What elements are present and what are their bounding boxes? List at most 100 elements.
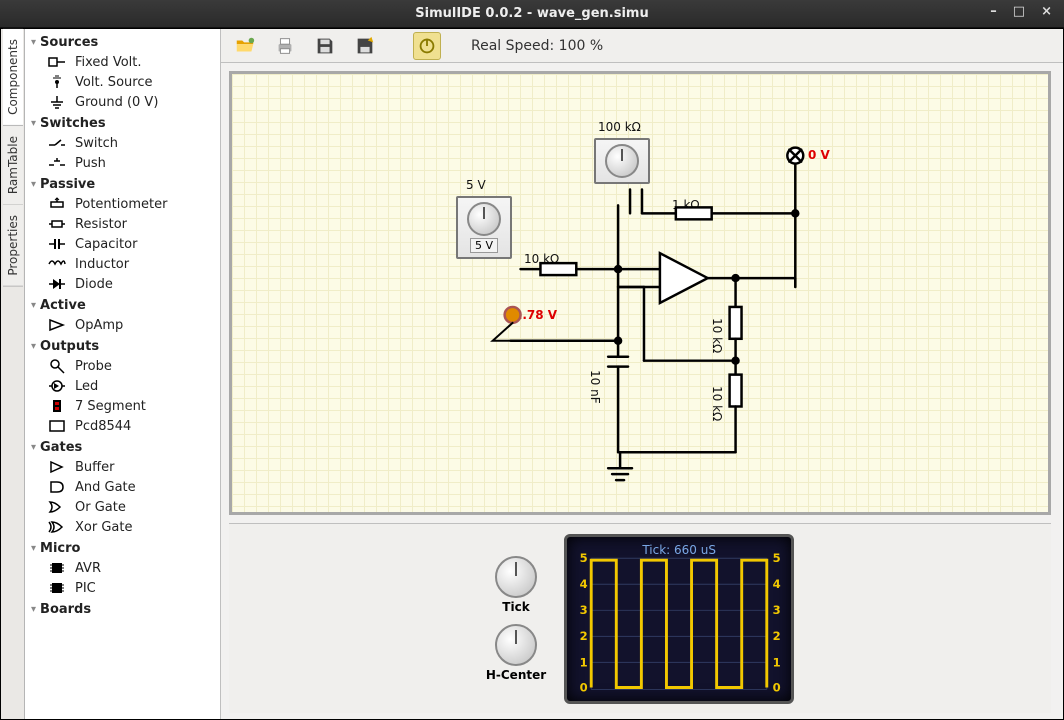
svg-text:1: 1 — [580, 655, 588, 669]
tree-item-resistor[interactable]: Resistor — [47, 214, 220, 234]
tree-item-label: 7 Segment — [75, 399, 146, 414]
fixed-volt-icon — [47, 54, 67, 70]
save-image-button[interactable] — [351, 32, 379, 60]
switch-icon — [47, 135, 67, 151]
schematic-svg — [232, 74, 1048, 512]
chevron-down-icon: ▾ — [31, 179, 36, 190]
tree-item-label: Xor Gate — [75, 520, 132, 535]
chevron-down-icon: ▾ — [31, 543, 36, 554]
xor-icon — [47, 519, 67, 535]
open-button[interactable] — [231, 32, 259, 60]
chevron-down-icon: ▾ — [31, 37, 36, 48]
print-button[interactable] — [271, 32, 299, 60]
schematic-canvas[interactable]: 5 V 5 V 100 kΩ 0 V 2.78 V 10 kΩ 1 kΩ 10 … — [229, 71, 1051, 515]
volt-source-icon — [47, 74, 67, 90]
tree-item-xor[interactable]: Xor Gate — [47, 517, 220, 537]
chevron-down-icon: ▾ — [31, 300, 36, 311]
svg-text:1: 1 — [773, 655, 781, 669]
scope-hcenter-label: H-Center — [486, 668, 546, 682]
tree-item-label: OpAmp — [75, 318, 123, 333]
tree-category-passive[interactable]: ▾Passive — [31, 175, 220, 194]
window-title: SimulIDE 0.0.2 - wave_gen.simu — [415, 6, 648, 21]
tree-item-opamp[interactable]: OpAmp — [47, 315, 220, 335]
svg-text:2: 2 — [580, 629, 588, 643]
tree-item-buffer[interactable]: Buffer — [47, 457, 220, 477]
oscilloscope-screen: Tick: 660 uS — [564, 534, 794, 704]
toolbar: Real Speed: 100 % — [221, 29, 1063, 63]
potentiometer-icon — [47, 196, 67, 212]
tree-item-label: Volt. Source — [75, 75, 152, 90]
tree-item-push[interactable]: Push — [47, 153, 220, 173]
chip-icon — [47, 580, 67, 596]
svg-text:4: 4 — [580, 577, 588, 591]
inductor-icon — [47, 256, 67, 272]
side-tab-strip: Components RamTable Properties — [1, 29, 25, 719]
svg-text:0: 0 — [580, 680, 588, 694]
tree-item-label: Probe — [75, 359, 112, 374]
tab-properties[interactable]: Properties — [3, 205, 23, 287]
tree-item-ground[interactable]: Ground (0 V) — [47, 92, 220, 112]
tree-item-and[interactable]: And Gate — [47, 477, 220, 497]
save-button[interactable] — [311, 32, 339, 60]
pcd8544-icon — [47, 418, 67, 434]
ground-icon — [47, 94, 67, 110]
tree-item-seven-seg[interactable]: 7 Segment — [47, 396, 220, 416]
tree-item-capacitor[interactable]: Capacitor — [47, 234, 220, 254]
tree-item-label: Inductor — [75, 257, 129, 272]
tree-item-or[interactable]: Or Gate — [47, 497, 220, 517]
tree-category-boards[interactable]: ▾Boards — [31, 600, 220, 619]
resistor-icon — [47, 216, 67, 232]
run-simulation-button[interactable] — [413, 32, 441, 60]
tree-item-potentiometer[interactable]: Potentiometer — [47, 194, 220, 214]
scope-hcenter-knob[interactable] — [495, 624, 537, 666]
tree-item-label: Resistor — [75, 217, 127, 232]
chevron-down-icon: ▾ — [31, 341, 36, 352]
tab-components[interactable]: Components — [3, 29, 23, 126]
tree-item-inductor[interactable]: Inductor — [47, 254, 220, 274]
tree-category-active[interactable]: ▾Active — [31, 296, 220, 315]
tab-ramtable[interactable]: RamTable — [3, 126, 23, 205]
tree-item-led[interactable]: Led — [47, 376, 220, 396]
tree-category-sources[interactable]: ▾Sources — [31, 33, 220, 52]
window-maximize-button[interactable]: □ — [1009, 4, 1029, 19]
scope-tick-knob[interactable] — [495, 556, 537, 598]
window-titlebar: SimulIDE 0.0.2 - wave_gen.simu – □ × — [0, 0, 1064, 28]
buffer-icon — [47, 459, 67, 475]
tree-item-fixed-volt[interactable]: Fixed Volt. — [47, 52, 220, 72]
and-icon — [47, 479, 67, 495]
tree-item-probe[interactable]: Probe — [47, 356, 220, 376]
probe-icon — [47, 358, 67, 374]
svg-text:2: 2 — [773, 629, 781, 643]
component-tree[interactable]: ▾Sources Fixed Volt. Volt. Source Ground (0… — [25, 29, 221, 719]
led-icon — [47, 378, 67, 394]
tree-category-gates[interactable]: ▾Gates — [31, 438, 220, 457]
tree-category-outputs[interactable]: ▾Outputs — [31, 337, 220, 356]
tree-item-label: Capacitor — [75, 237, 137, 252]
tree-category-micro[interactable]: ▾Micro — [31, 539, 220, 558]
tree-item-label: Led — [75, 379, 98, 394]
tree-item-label: Diode — [75, 277, 113, 292]
capacitor-icon — [47, 236, 67, 252]
tree-item-label: Pcd8544 — [75, 419, 131, 434]
tree-item-diode[interactable]: Diode — [47, 274, 220, 294]
tree-item-volt-source[interactable]: Volt. Source — [47, 72, 220, 92]
tree-item-label: And Gate — [75, 480, 136, 495]
tree-item-pcd8544[interactable]: Pcd8544 — [47, 416, 220, 436]
real-speed-label: Real Speed: 100 % — [471, 38, 603, 54]
scope-tick-label: Tick — [502, 600, 529, 614]
seven-seg-icon — [47, 398, 67, 414]
tree-item-label: Switch — [75, 136, 118, 151]
window-minimize-button[interactable]: – — [986, 4, 1001, 19]
tree-item-label: Fixed Volt. — [75, 55, 142, 70]
tree-category-switches[interactable]: ▾Switches — [31, 114, 220, 133]
svg-text:4: 4 — [773, 577, 781, 591]
tree-item-chip[interactable]: AVR — [47, 558, 220, 578]
scope-tick-title: Tick: 660 uS — [567, 543, 791, 557]
window-close-button[interactable]: × — [1037, 4, 1056, 19]
tree-item-switch[interactable]: Switch — [47, 133, 220, 153]
chevron-down-icon: ▾ — [31, 604, 36, 615]
or-icon — [47, 499, 67, 515]
svg-text:3: 3 — [580, 603, 588, 617]
oscilloscope-panel: Tick H-Center Tick: 660 uS — [229, 523, 1051, 713]
tree-item-chip[interactable]: PIC — [47, 578, 220, 598]
